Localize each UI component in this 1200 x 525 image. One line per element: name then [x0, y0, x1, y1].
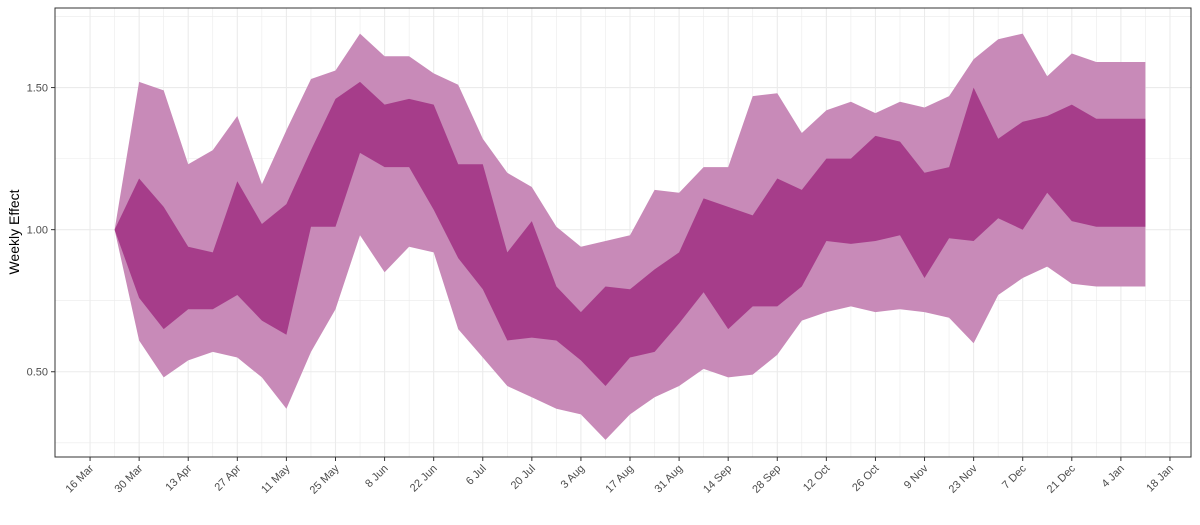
y-tick-label: 1.50: [27, 83, 48, 95]
ribbon-bands: [114, 33, 1146, 440]
y-axis-title: Weekly Effect: [6, 189, 22, 274]
inner-band: [114, 81, 1146, 387]
y-axis: 0.50 1.00 1.50: [27, 83, 55, 379]
y-tick-label: 1.00: [27, 225, 48, 237]
y-tick-label: 0.50: [27, 367, 48, 379]
panel-border: [54, 7, 1192, 458]
